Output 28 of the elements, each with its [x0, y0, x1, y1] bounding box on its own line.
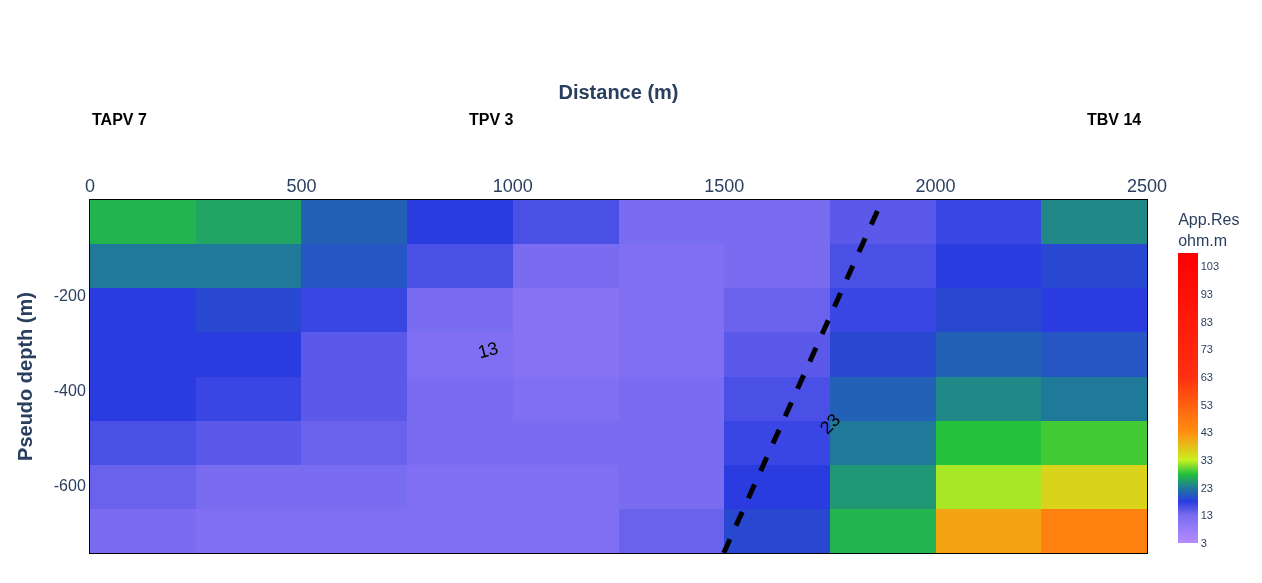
color-bar-label: 3 — [1200, 536, 1207, 549]
color-bar-label: 43 — [1200, 426, 1213, 439]
y-tick-label: -400 — [53, 381, 86, 399]
x-tick-label: 0 — [84, 175, 96, 196]
x-tick-label: 1500 — [704, 175, 745, 196]
text: TPV 3 — [469, 111, 514, 128]
color-bar-title: App.Res ohm.m — [1178, 211, 1240, 249]
color-bar-label: 103 — [1200, 260, 1220, 273]
color-bar-label: 83 — [1200, 315, 1213, 328]
x-tick-label: 500 — [286, 175, 317, 196]
y-axis-title: Pseudo depth (m) — [14, 292, 37, 461]
x-tick-label: 2500 — [1126, 175, 1168, 196]
color-bar-label: 63 — [1200, 371, 1213, 384]
color-bar-label: 23 — [1200, 481, 1213, 494]
color-bar-label: 33 — [1200, 453, 1213, 466]
x-tick-label: 1000 — [492, 175, 533, 196]
annotation: 23 — [815, 409, 845, 438]
y-tick-label: -200 — [53, 286, 86, 304]
annotation: 13 — [475, 337, 501, 363]
text: TAPV 7 — [92, 111, 147, 128]
x-tick-label: 2000 — [915, 175, 956, 196]
x-axis-title: Distance (m) — [558, 81, 679, 104]
color-bar-label: 53 — [1200, 398, 1213, 411]
y-tick-label: -600 — [53, 477, 86, 495]
text: TBV 14 — [1087, 111, 1142, 128]
color-bar-label: 73 — [1200, 343, 1213, 356]
color-bar-label: 13 — [1200, 509, 1213, 522]
color-bar-label: 93 — [1200, 288, 1213, 301]
